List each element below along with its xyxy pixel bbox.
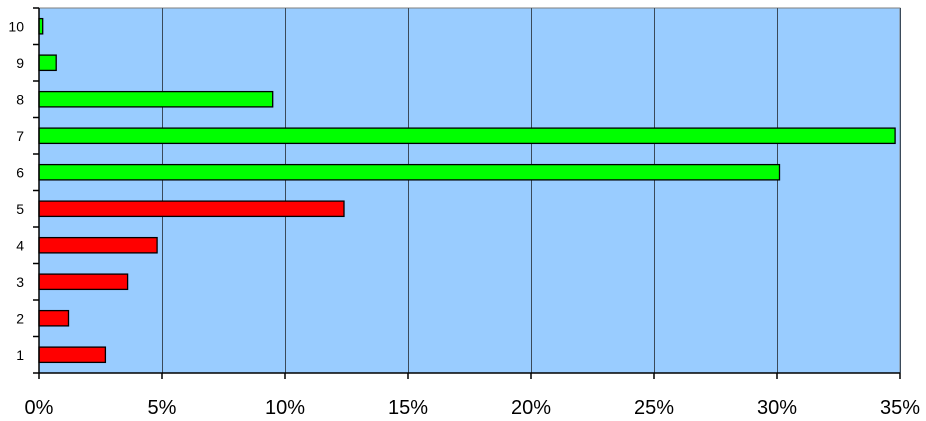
- bar-8: [38, 90, 274, 108]
- x-tick-label: 25%: [634, 397, 674, 419]
- y-tick-labels: 1 2 3 4 5 6 7 8 9 10: [8, 18, 24, 363]
- y-tick-label: 5: [16, 201, 24, 217]
- x-tick-label: 15%: [388, 397, 428, 419]
- bar-7: [38, 127, 896, 145]
- gridlines: [162, 8, 901, 373]
- bar-4: [38, 236, 158, 254]
- axes: [33, 7, 901, 379]
- x-tick-labels: 0% 5% 10% 15% 20% 25% 30% 35%: [25, 397, 921, 419]
- x-tick-label: 35%: [880, 397, 920, 419]
- y-tick-label: 2: [16, 310, 24, 326]
- bar-1: [38, 346, 107, 364]
- y-tick-label: 4: [16, 237, 24, 253]
- y-tick-label: 7: [16, 128, 24, 144]
- x-tick-label: 20%: [511, 397, 551, 419]
- x-tick-label: 30%: [757, 397, 797, 419]
- x-tick-label: 10%: [265, 397, 305, 419]
- bar-9: [38, 54, 57, 72]
- bar-3: [38, 273, 129, 291]
- y-tick-label: 8: [16, 91, 24, 107]
- y-tick-label: 6: [16, 164, 24, 180]
- x-tick-label: 5%: [148, 397, 177, 419]
- bar-2: [38, 309, 70, 327]
- y-tick-label: 3: [16, 274, 24, 290]
- y-tick-label: 9: [16, 55, 24, 71]
- plot-area: [38, 7, 901, 374]
- y-tick-label: 1: [16, 347, 24, 363]
- x-tick-label: 0%: [25, 397, 54, 419]
- bars: [38, 17, 896, 364]
- bar-6: [38, 163, 781, 181]
- y-tick-label: 10: [8, 18, 24, 34]
- bar-5: [38, 200, 345, 218]
